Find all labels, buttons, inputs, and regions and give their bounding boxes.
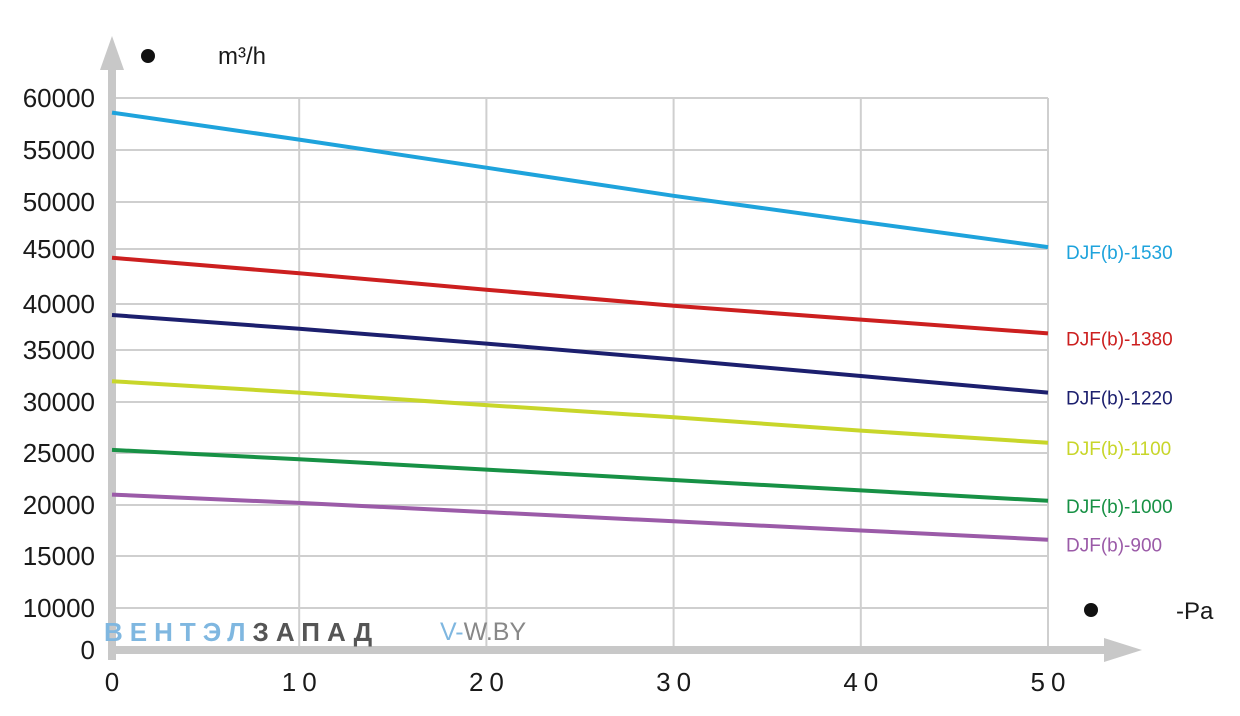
- y-tick-label: 40000: [23, 289, 95, 319]
- watermark: ВЕНТЭЛЗАПАД V-W.BY: [104, 617, 526, 647]
- series-line-DJF(b)-900: [111, 492, 1049, 542]
- y-tick-label: 30000: [23, 387, 95, 417]
- x-tick-label: 30: [656, 667, 697, 697]
- y-tick-label: 10000: [23, 593, 95, 623]
- y-tick-label: 45000: [23, 234, 95, 264]
- series-line-DJF(b)-1000: [111, 447, 1049, 503]
- x-unit-bullet: [1084, 603, 1098, 617]
- series-label: DJF(b)-1220: [1066, 389, 1173, 410]
- series-line-DJF(b)-1220: [111, 313, 1049, 395]
- x-tick-label: 10: [282, 667, 323, 697]
- x-axis-label: -Pa: [1176, 598, 1214, 625]
- watermark-site-prefix: V-: [440, 618, 464, 646]
- y-tick-label: 50000: [23, 187, 95, 217]
- y-axis-arrow: [100, 36, 124, 70]
- y-tick-labels: 60000 55000 50000 45000 40000 35000 30000 25000…: [23, 83, 95, 665]
- y-tick-label: 60000: [23, 83, 95, 113]
- svg-text:V-W.BY: V-W.BY: [440, 618, 526, 646]
- y-tick-label: 35000: [23, 335, 95, 365]
- series-label: DJF(b)-900: [1066, 536, 1162, 557]
- watermark-site-rest: W.BY: [464, 618, 527, 646]
- y-tick-label: 55000: [23, 135, 95, 165]
- x-tick-labels: 0 10 20 30 40 50: [105, 667, 1072, 697]
- y-tick-label: 20000: [23, 490, 95, 520]
- x-axis-arrow: [1104, 638, 1142, 662]
- series-lines: [111, 110, 1049, 542]
- x-tick-label: 50: [1031, 667, 1072, 697]
- series-line-DJF(b)-1380: [111, 255, 1049, 336]
- y-tick-label: 25000: [23, 438, 95, 468]
- y-tick-label: 15000: [23, 541, 95, 571]
- svg-text:ВЕНТЭЛЗАПАД: ВЕНТЭЛЗАПАД: [104, 617, 379, 647]
- x-tick-label: 0: [105, 667, 125, 697]
- x-tick-label: 40: [843, 667, 884, 697]
- y-unit-bullet: [141, 49, 155, 63]
- series-line-DJF(b)-1530: [111, 110, 1049, 250]
- series-labels: DJF(b)-1530 DJF(b)-1380 DJF(b)-1220 DJF(b)-…: [1066, 243, 1173, 557]
- series-label: DJF(b)-1100: [1066, 439, 1171, 460]
- watermark-part1: ВЕНТЭЛ: [104, 617, 253, 647]
- series-line-DJF(b)-1100: [111, 379, 1049, 445]
- y-tick-label: 0: [81, 635, 95, 665]
- series-label: DJF(b)-1000: [1066, 497, 1173, 518]
- series-label: DJF(b)-1380: [1066, 329, 1173, 350]
- series-label: DJF(b)-1530: [1066, 243, 1173, 264]
- x-tick-label: 20: [469, 667, 510, 697]
- watermark-part2: ЗАПАД: [253, 617, 380, 647]
- y-axis-label: m³/h: [218, 43, 266, 70]
- axes: [100, 36, 1142, 662]
